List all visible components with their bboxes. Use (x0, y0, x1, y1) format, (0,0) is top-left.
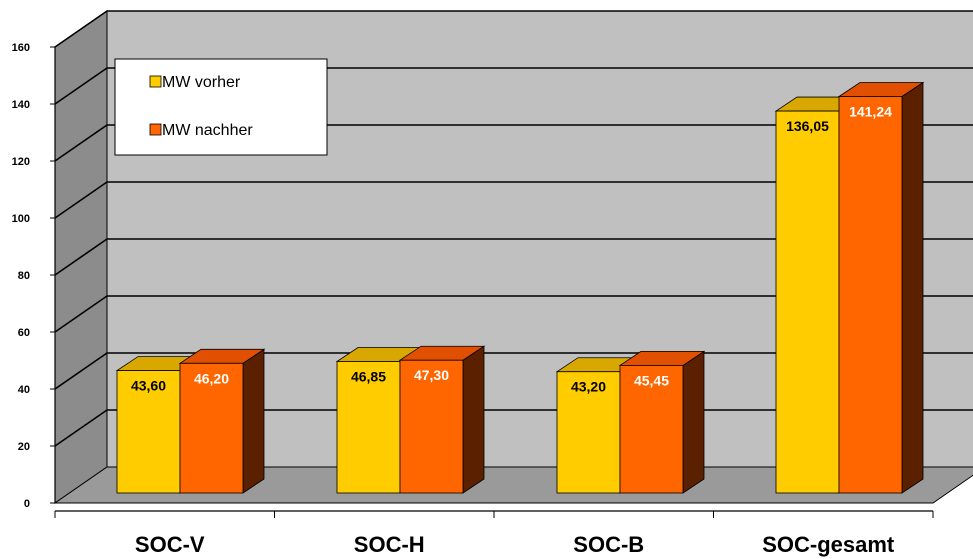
y-tick-label: 20 (18, 441, 30, 453)
legend-label-vorher: MW vorher (162, 74, 241, 91)
bar-front (838, 96, 903, 494)
bar: 47,30 (398, 345, 486, 494)
y-tick-label: 120 (12, 156, 30, 168)
legend-box (114, 58, 328, 156)
bars: 43,60 46,20 46,85 47,30 43,20 45,45 136,05 141,… (115, 81, 925, 494)
legend-swatch-vorher (149, 75, 162, 88)
data-label: 43,20 (571, 379, 606, 395)
category-label: SOC-B (573, 532, 644, 557)
bar: 45,45 (618, 350, 706, 494)
gridline (54, 181, 973, 219)
data-label: 141,24 (849, 104, 892, 120)
data-label: 43,60 (131, 378, 166, 394)
data-label: 45,45 (634, 372, 669, 388)
y-axis: 0 20 40 60 80 100 120 140 160 (12, 42, 56, 510)
bar-front (775, 110, 840, 494)
bar-front (116, 370, 181, 494)
y-tick-label: 80 (18, 270, 30, 282)
y-tick-label: 60 (18, 327, 30, 339)
bar-side (462, 345, 485, 494)
bar-front (619, 365, 684, 494)
bar-side (242, 348, 265, 494)
category-label: SOC-H (354, 532, 425, 557)
data-label: 46,20 (194, 370, 229, 386)
category-label: SOC-V (135, 532, 205, 557)
y-tick-label: 140 (12, 99, 30, 111)
category-label: SOC-gesamt (762, 532, 895, 557)
y-tick-label: 40 (18, 384, 30, 396)
legend-label-nachher: MW nachher (162, 122, 253, 139)
data-label: 46,85 (351, 368, 386, 384)
data-label: 47,30 (414, 367, 449, 383)
legend-swatch-nachher (149, 123, 162, 136)
legend: MW vorher MW nachher (114, 58, 328, 156)
floor (53, 466, 973, 504)
y-tick-label: 160 (12, 42, 30, 54)
bar-front (556, 371, 621, 494)
bar-side (682, 350, 705, 494)
gridline (54, 67, 973, 105)
y-tick-label: 100 (12, 213, 30, 225)
gridline (54, 295, 973, 333)
bar: 46,20 (178, 348, 266, 494)
gridline (54, 238, 973, 276)
bar-front (179, 362, 244, 494)
gridline (54, 10, 973, 48)
x-axis: SOC-V SOC-H SOC-B SOC-gesamt (54, 510, 934, 557)
bar-front (336, 361, 401, 494)
gridline (54, 124, 973, 162)
y-tick-label: 0 (24, 498, 30, 510)
bar: 141,24 (837, 81, 925, 494)
bar-side (901, 81, 924, 494)
data-label: 136,05 (786, 118, 829, 134)
bar-front (399, 359, 464, 494)
